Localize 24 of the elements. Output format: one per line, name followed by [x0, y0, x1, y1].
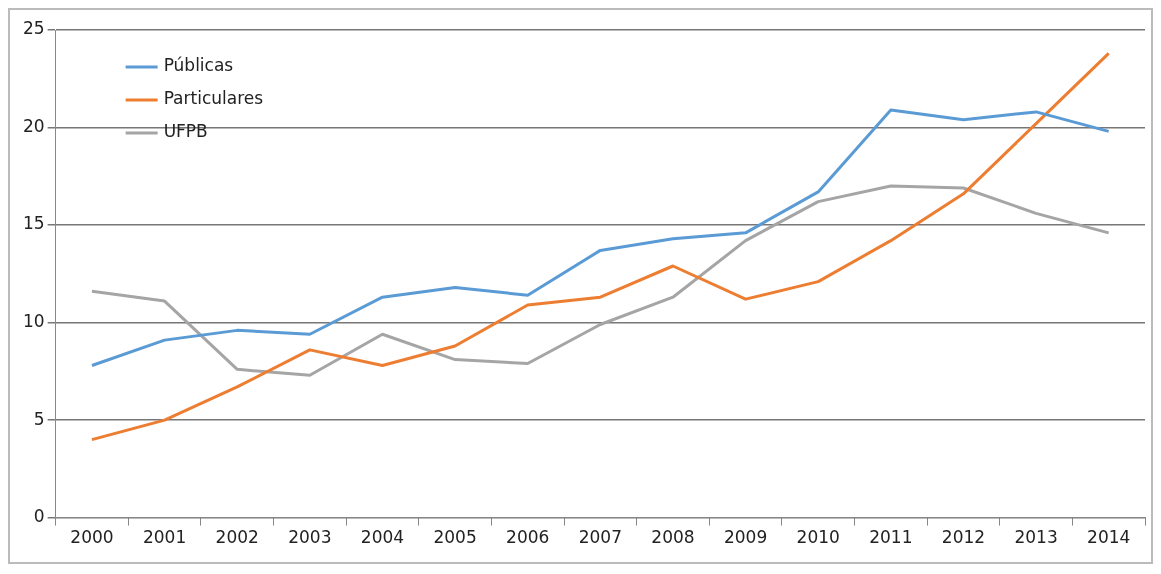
y-tick-label: 20: [22, 115, 45, 136]
x-tick-label: 2013: [1014, 527, 1058, 548]
legend-label: UFPB: [163, 121, 208, 142]
x-tick-label: 2006: [506, 527, 550, 548]
x-tick-label: 2005: [433, 527, 477, 548]
x-tick-label: 2009: [723, 527, 768, 548]
x-tick-label: 2010: [796, 527, 840, 548]
x-tick-label: 2014: [1087, 527, 1131, 548]
y-tick-label: 25: [22, 18, 45, 39]
x-tick-label: 2004: [360, 527, 405, 548]
x-tick-label: 2008: [651, 527, 695, 548]
y-tick-label: 5: [33, 408, 45, 429]
y-tick-label: 0: [33, 506, 45, 527]
legend-label: Públicas: [163, 55, 234, 76]
x-tick-label: 2003: [288, 527, 332, 548]
x-tick-label: 2002: [215, 527, 259, 548]
x-tick-label: 2000: [70, 527, 114, 548]
x-tick-label: 2012: [941, 527, 986, 548]
legend-label: Particulares: [163, 88, 264, 109]
y-tick-label: 10: [22, 310, 45, 331]
x-tick-label: 2001: [142, 527, 187, 548]
x-tick-label: 2011: [869, 527, 913, 548]
x-tick-label: 2007: [578, 527, 622, 548]
y-tick-label: 15: [22, 213, 45, 234]
